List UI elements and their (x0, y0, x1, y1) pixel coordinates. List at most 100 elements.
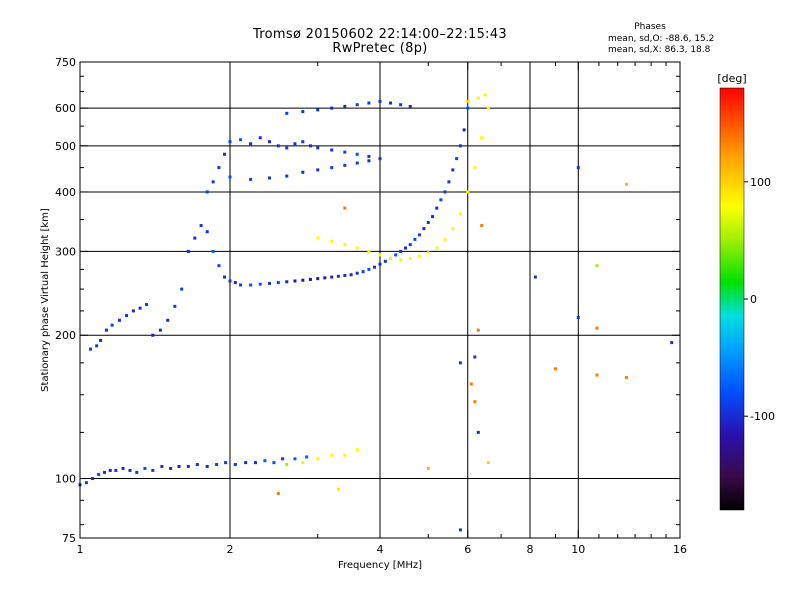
data-point-o-mode (239, 138, 243, 142)
data-point-o-mode (215, 463, 219, 467)
data-point-o-mode (91, 477, 95, 481)
data-point-scattered (458, 361, 462, 365)
data-point-x-mode (435, 246, 439, 250)
data-point-o-mode (355, 152, 359, 156)
data-point-o-mode (249, 177, 253, 181)
data-point-o-mode (293, 142, 297, 146)
phases-x-mode-stats: mean, sd,X: 86.3, 18.8 (608, 45, 711, 55)
data-point-o-mode (233, 463, 237, 467)
x-tick-label: 8 (527, 543, 534, 556)
data-point-o-mode (285, 280, 289, 284)
data-point-o-mode (276, 144, 280, 148)
colorbar-gradient (719, 87, 745, 511)
data-point-o-mode (462, 128, 466, 132)
data-point-o-mode (301, 170, 305, 174)
data-point-scattered (473, 355, 477, 359)
data-point-o-mode (151, 468, 155, 472)
data-point-o-mode (253, 461, 257, 465)
data-point-o-mode (217, 264, 221, 268)
x-tick-label: 4 (377, 543, 384, 556)
data-point-o-mode (367, 154, 371, 158)
data-point-o-mode (145, 303, 149, 307)
data-point-o-mode (138, 306, 142, 310)
chart-title: Tromsø 20150602 22:14:00–22:15:43 (252, 27, 508, 42)
data-point-o-mode (228, 175, 232, 179)
data-point-x-mode (355, 246, 359, 250)
data-point-scattered (476, 430, 480, 434)
data-point-o-mode (399, 249, 403, 253)
data-point-o-mode (217, 166, 221, 170)
colorbar-ticks: 100 0 -100 (744, 176, 775, 423)
colorbar-tick-label: 100 (750, 176, 771, 189)
data-point-o-mode (373, 265, 377, 269)
data-point-o-mode (104, 328, 108, 332)
data-point-o-mode (211, 180, 215, 184)
colorbar-tick-label: 0 (750, 293, 757, 306)
x-tick-label: 16 (673, 543, 687, 556)
data-point-x-mode (389, 256, 393, 260)
y-tick-label: 300 (55, 245, 76, 258)
y-tick-label: 400 (55, 186, 76, 199)
data-point-o-mode (308, 144, 312, 148)
data-point-o-mode (417, 233, 421, 237)
data-point-scattered (553, 367, 557, 371)
data-point-o-mode (228, 279, 232, 283)
axis-layer: 1 2 4 6 8 10 16 75 100 200 300 400 500 600 750 (55, 56, 687, 556)
data-point-scattered (576, 315, 580, 319)
data-point-o-mode (267, 176, 271, 180)
data-point-o-mode (343, 274, 347, 278)
colorbar-tick-label: -100 (750, 410, 775, 423)
data-point-scattered (343, 206, 347, 210)
data-point-o-mode (336, 274, 340, 278)
data-point-scattered (476, 328, 480, 332)
data-point-o-mode (228, 140, 232, 144)
data-point-o-mode (193, 236, 197, 240)
data-point-o-mode (110, 323, 114, 327)
data-point-o-mode (408, 104, 412, 108)
data-point-o-mode (394, 253, 398, 257)
data-point-o-mode (173, 304, 177, 308)
data-point-o-mode (128, 468, 132, 472)
data-point-o-mode (383, 259, 387, 263)
data-point-o-mode (249, 283, 253, 287)
data-point-o-mode (151, 333, 155, 337)
data-point-o-mode (343, 104, 347, 108)
data-point-o-mode (169, 466, 173, 470)
data-point-o-mode (330, 106, 334, 110)
data-point-o-mode (258, 136, 262, 140)
data-point-o-mode (330, 166, 334, 170)
data-point-o-mode (455, 157, 459, 161)
data-point-o-mode (166, 318, 170, 322)
data-point-o-mode (316, 146, 320, 150)
data-point-o-mode (378, 262, 382, 266)
data-point-x-mode (466, 99, 470, 103)
data-point-o-mode (349, 273, 353, 277)
data-point-o-mode (267, 281, 271, 285)
y-tick-label: 500 (55, 140, 76, 153)
data-point-x-mode (458, 212, 462, 216)
data-point-o-mode (276, 281, 280, 285)
data-point-scattered (276, 492, 280, 496)
x-tick-label: 6 (464, 543, 471, 556)
data-point-o-mode (97, 472, 101, 476)
data-point-o-mode (89, 347, 93, 351)
data-point-o-mode (399, 103, 403, 107)
data-point-o-mode (205, 230, 209, 234)
data-point-o-mode (330, 275, 334, 279)
data-point-o-mode (466, 106, 470, 110)
phase-colorbar: [deg] 100 0 -100 (717, 72, 775, 511)
data-point-o-mode (180, 287, 184, 291)
data-point-scattered (480, 224, 484, 228)
data-point-o-mode (301, 140, 305, 144)
data-point-scattered (625, 376, 629, 380)
data-point-o-mode (211, 249, 215, 253)
data-point-x-mode (451, 227, 455, 231)
data-point-o-mode (301, 110, 305, 114)
data-point-o-mode (301, 278, 305, 282)
data-point-o-mode (281, 457, 285, 461)
data-point-x-mode (466, 190, 470, 194)
data-point-o-mode (443, 190, 447, 194)
data-point-o-mode (355, 161, 359, 165)
data-point-scattered (670, 341, 674, 345)
